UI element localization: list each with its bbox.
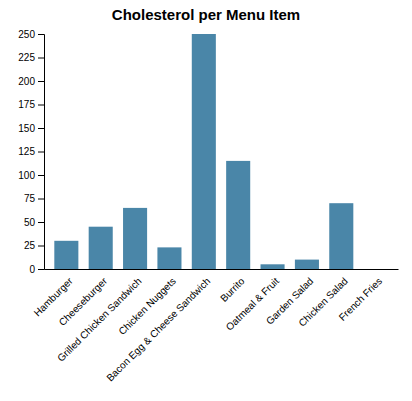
y-tick-mark <box>38 175 44 176</box>
y-axis: 0 25 50 75 100 125 150 175 200 225 250 <box>18 29 44 275</box>
x-tick: Burrito <box>218 275 247 304</box>
bar <box>192 34 216 269</box>
y-tick-label: 50 <box>24 217 36 228</box>
chart-container: Cholesterol per Menu Item 0 25 50 75 100 125 15… <box>0 0 412 401</box>
y-tick-mark <box>38 34 44 35</box>
x-tick-label: French Fries <box>337 275 384 322</box>
y-tick-label: 175 <box>18 99 35 110</box>
y-tick-label: 125 <box>18 146 35 157</box>
y-tick: 175 <box>18 99 44 110</box>
y-axis-line <box>38 35 45 270</box>
y-tick: 0 <box>29 264 44 275</box>
x-tick: Chicken Nuggets <box>116 275 178 337</box>
bar <box>157 247 181 269</box>
x-tick-label: Chicken Nuggets <box>116 275 178 337</box>
y-tick-mark <box>38 128 44 129</box>
y-tick-label: 25 <box>24 240 36 251</box>
y-tick: 225 <box>18 52 44 63</box>
y-tick-label: 75 <box>24 193 36 204</box>
x-tick-label: Bacon Egg & Cheese Sandwich <box>104 275 212 383</box>
y-tick: 75 <box>24 193 44 204</box>
bar <box>54 241 78 269</box>
y-tick-mark <box>38 81 44 82</box>
y-tick-label: 225 <box>18 52 35 63</box>
bar <box>295 260 319 269</box>
y-tick-label: 250 <box>18 29 35 40</box>
y-tick-mark <box>38 105 44 106</box>
y-tick-mark <box>38 222 44 223</box>
y-tick-label: 100 <box>18 170 35 181</box>
y-tick-mark <box>38 269 44 270</box>
y-tick: 200 <box>18 76 44 87</box>
plot-area: 0 25 50 75 100 125 150 175 200 225 250 HamburgerChe… <box>18 29 398 384</box>
x-axis-line <box>45 269 399 270</box>
y-tick: 250 <box>18 29 44 40</box>
chart-svg: Cholesterol per Menu Item 0 25 50 75 100 125 15… <box>0 0 412 401</box>
bar <box>329 203 353 269</box>
y-tick: 125 <box>18 146 44 157</box>
x-tick: Bacon Egg & Cheese Sandwich <box>104 275 212 383</box>
bar <box>226 161 250 269</box>
y-tick-label: 0 <box>29 264 35 275</box>
y-tick: 25 <box>24 240 44 251</box>
bar <box>89 227 113 269</box>
bars <box>54 34 353 269</box>
bar <box>261 264 285 269</box>
y-tick-label: 200 <box>18 76 35 87</box>
bar <box>123 208 147 269</box>
y-tick-mark <box>38 246 44 247</box>
y-tick-mark <box>38 199 44 200</box>
y-tick-label: 150 <box>18 123 35 134</box>
y-tick: 150 <box>18 123 44 134</box>
y-tick-mark <box>38 58 44 59</box>
y-tick-mark <box>38 152 44 153</box>
x-tick-label: Burrito <box>218 275 247 304</box>
y-tick: 100 <box>18 170 44 181</box>
x-tick: French Fries <box>337 275 384 322</box>
chart-title: Cholesterol per Menu Item <box>112 6 300 23</box>
bar <box>364 269 388 270</box>
x-axis: HamburgerCheeseburgerGrilled Chicken San… <box>32 270 399 384</box>
y-tick: 50 <box>24 217 44 228</box>
